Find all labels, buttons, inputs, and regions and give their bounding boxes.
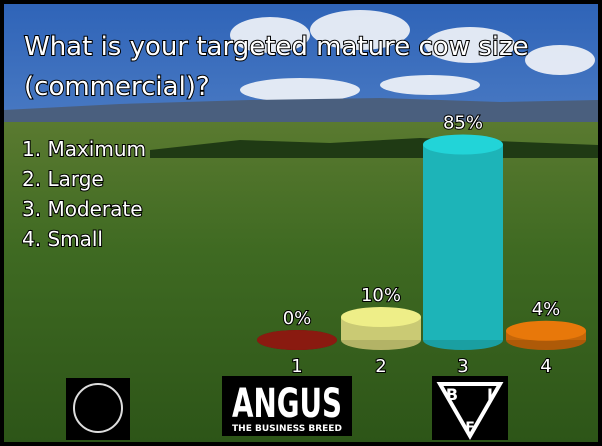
option: 3. Moderate — [22, 197, 143, 221]
cylinder-top — [341, 307, 421, 327]
category-label: 1 — [291, 356, 302, 377]
angus-logo — [222, 376, 352, 436]
bif-letter: I — [487, 385, 493, 404]
category-label: 3 — [457, 356, 468, 377]
option: 4. Small — [22, 227, 103, 251]
category-label: 4 — [540, 356, 551, 377]
category-label: 2 — [375, 356, 386, 377]
option: 1. Maximum — [22, 137, 146, 161]
value-label: 10% — [361, 285, 401, 306]
clouds — [230, 10, 595, 102]
title-line: (commercial)? — [24, 72, 210, 102]
bif-triangle — [436, 382, 504, 441]
bif-letter: B — [446, 385, 458, 404]
angus-title: ANGUS — [232, 381, 342, 427]
bif-logo — [432, 376, 508, 440]
cylinder-top — [423, 134, 503, 155]
value-label: 0% — [283, 308, 312, 329]
title-line: What is your targeted mature cow size — [24, 32, 529, 62]
cylinder-top — [506, 320, 586, 341]
bif-letter: F — [465, 420, 475, 436]
value-label: 85% — [443, 113, 483, 134]
mountains — [4, 98, 598, 125]
option: 2. Large — [22, 167, 104, 191]
cylinder-top — [257, 330, 337, 350]
value-label: 4% — [532, 299, 561, 320]
seal-ring — [73, 383, 123, 433]
bif-seal-logo — [66, 378, 130, 440]
cylinder — [423, 144, 503, 340]
angus-subtitle: THE BUSINESS BREED — [232, 424, 342, 434]
